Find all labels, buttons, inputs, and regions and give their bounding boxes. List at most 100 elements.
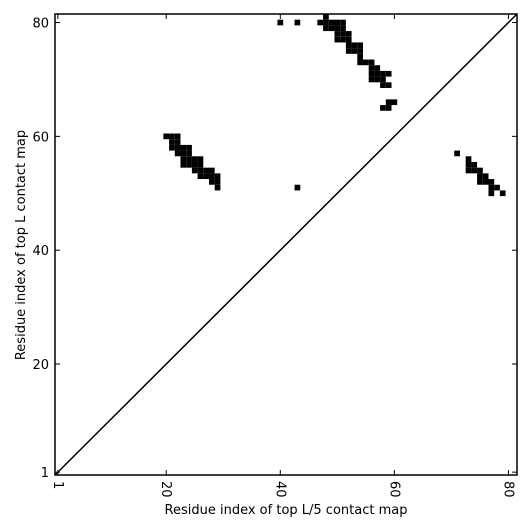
contact-point <box>334 25 341 32</box>
contact-point <box>368 65 375 71</box>
contact-point <box>363 59 369 66</box>
contact-point <box>186 144 192 151</box>
contact-point <box>488 179 495 185</box>
contact-point <box>488 184 495 191</box>
contact-point <box>317 19 324 26</box>
contact-point <box>323 19 329 26</box>
y-axis-label: Residue index of top L contact map <box>14 130 29 360</box>
contact-point <box>174 144 181 151</box>
contact-point <box>471 167 478 174</box>
contact-point <box>197 167 204 174</box>
contact-point <box>334 36 341 43</box>
contact-point <box>340 19 346 26</box>
contact-point <box>482 179 489 185</box>
contact-point <box>488 190 495 197</box>
contact-point <box>191 161 198 168</box>
contact-point <box>214 173 221 180</box>
contact-point <box>180 156 187 162</box>
contact-point <box>203 173 209 180</box>
contact-point <box>380 105 386 111</box>
contact-point <box>368 59 375 66</box>
y-tick-label: 40 <box>32 244 49 259</box>
contact-point <box>340 25 346 32</box>
contact-point <box>294 184 301 191</box>
contact-point <box>345 48 352 54</box>
contact-point <box>351 42 358 49</box>
contact-point <box>374 65 381 71</box>
contact-point <box>209 167 215 174</box>
contact-point <box>368 76 375 83</box>
contact-point <box>340 31 346 37</box>
contact-point <box>380 76 386 83</box>
contact-point <box>334 19 341 26</box>
contact-point <box>385 105 392 111</box>
contact-point <box>351 48 358 54</box>
contact-point <box>186 150 192 157</box>
contact-point <box>209 179 215 185</box>
contact-point <box>385 70 392 77</box>
contact-point <box>465 156 472 162</box>
contact-point <box>385 99 392 106</box>
contact-point <box>499 190 506 197</box>
contact-point <box>345 31 352 37</box>
contact-point <box>374 76 381 83</box>
contact-point <box>163 133 170 140</box>
contact-point <box>385 82 392 88</box>
x-tick-label: 1 <box>50 481 65 489</box>
y-tick-label: 20 <box>32 358 49 373</box>
contact-point <box>197 156 204 162</box>
contact-point <box>357 59 363 66</box>
contact-point <box>477 167 483 174</box>
contact-point <box>209 173 215 180</box>
contact-point <box>380 70 386 77</box>
contact-point <box>323 25 329 32</box>
contact-point <box>214 179 221 185</box>
contact-point <box>191 167 198 174</box>
contact-point <box>191 156 198 162</box>
contact-point <box>345 42 352 49</box>
contact-point <box>186 161 192 168</box>
contact-point <box>494 184 500 191</box>
contact-point <box>380 82 386 88</box>
contact-point <box>454 150 460 157</box>
contact-point <box>180 150 187 157</box>
contact-point <box>465 167 472 174</box>
contact-point <box>174 139 181 145</box>
contact-point <box>180 161 187 168</box>
diagonal-line <box>54 13 518 476</box>
contact-point <box>214 184 221 191</box>
contact-point <box>471 161 478 168</box>
contact-point <box>203 167 209 174</box>
x-tick-label: 80 <box>500 481 515 498</box>
contact-point <box>391 99 398 106</box>
contact-point <box>477 173 483 180</box>
y-tick-label: 1 <box>41 466 49 481</box>
contact-point <box>169 133 175 140</box>
contact-point <box>169 144 175 151</box>
contact-point <box>197 161 204 168</box>
contact-point <box>482 173 489 180</box>
contact-point <box>328 19 335 26</box>
contact-point <box>340 36 346 43</box>
contact-point <box>169 139 175 145</box>
plot-frame <box>54 13 518 476</box>
contact-point <box>277 19 284 26</box>
contact-point <box>345 36 352 43</box>
contact-point <box>180 144 187 151</box>
contact-point <box>374 70 381 77</box>
contact-point <box>357 48 363 54</box>
contact-point <box>334 31 341 37</box>
y-tick-label: 80 <box>32 17 49 32</box>
contact-point <box>357 53 363 60</box>
contact-point <box>323 14 329 20</box>
x-tick-label: 40 <box>272 481 287 498</box>
contact-point <box>174 133 181 140</box>
x-tick-label: 60 <box>386 481 401 498</box>
contact-point <box>174 150 181 157</box>
x-axis-label: Residue index of top L/5 contact map <box>165 503 408 518</box>
contact-point <box>186 156 192 162</box>
contact-point <box>197 173 204 180</box>
contact-point <box>328 25 335 32</box>
contact-point <box>465 161 472 168</box>
